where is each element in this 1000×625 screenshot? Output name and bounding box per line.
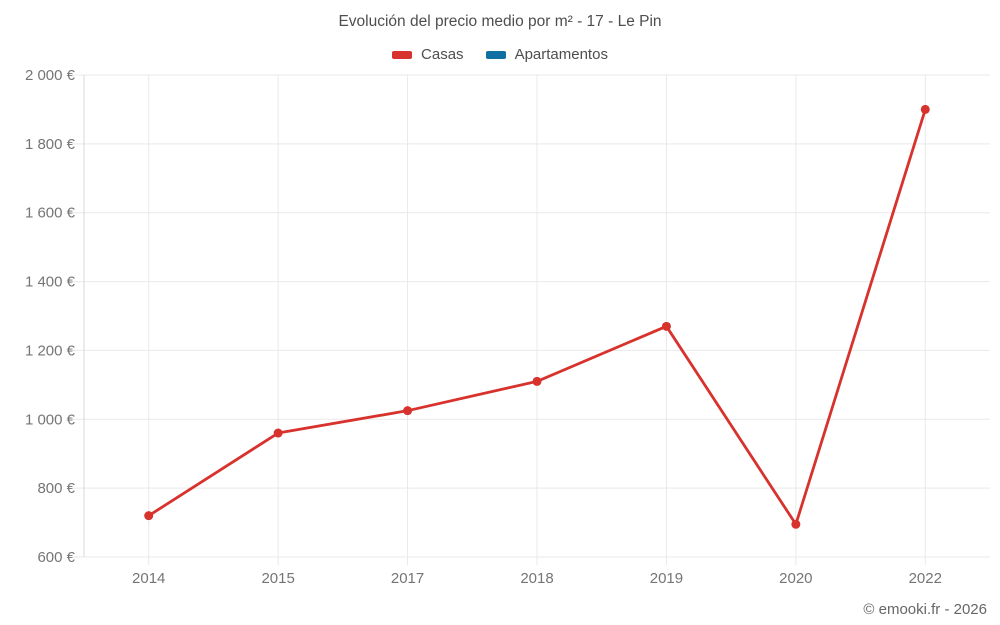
y-axis-tick-label: 1 600 € <box>25 205 76 222</box>
x-axis-tick-label: 2014 <box>132 570 165 587</box>
x-axis-tick-label: 2018 <box>520 570 553 587</box>
copyright-credit: © emooki.fr - 2026 <box>863 601 987 618</box>
chart-legend: Casas Apartamentos <box>0 46 1000 63</box>
data-point-casas-2015[interactable] <box>273 428 283 438</box>
data-point-casas-2014[interactable] <box>144 511 154 521</box>
data-point-casas-2020[interactable] <box>791 519 801 529</box>
y-axis-tick-label: 1 000 € <box>25 411 76 428</box>
x-axis-tick-label: 2022 <box>909 570 942 587</box>
legend-label-casas: Casas <box>421 46 464 63</box>
y-axis-tick-label: 1 200 € <box>25 342 76 359</box>
x-axis-tick-label: 2020 <box>779 570 812 587</box>
legend-label-apartamentos: Apartamentos <box>514 46 608 63</box>
y-axis-tick-label: 600 € <box>37 549 75 566</box>
x-axis-tick-label: 2019 <box>650 570 683 587</box>
x-axis-tick-label: 2015 <box>261 570 294 587</box>
y-axis-tick-label: 1 400 € <box>25 274 76 291</box>
x-axis-tick-label: 2017 <box>391 570 424 587</box>
y-axis-tick-label: 2 000 € <box>25 67 76 84</box>
data-point-casas-2022[interactable] <box>920 104 930 114</box>
legend-item-apartamentos[interactable]: Apartamentos <box>485 46 608 63</box>
casas-series-swatch <box>392 50 413 59</box>
data-point-casas-2019[interactable] <box>661 321 671 331</box>
y-axis-tick-label: 800 € <box>37 480 75 497</box>
y-axis-tick-label: 1 800 € <box>25 136 76 153</box>
chart-title: Evolución del precio medio por m² - 17 -… <box>338 13 662 30</box>
data-point-casas-2017[interactable] <box>403 406 413 416</box>
legend-item-casas[interactable]: Casas <box>392 46 464 63</box>
data-point-casas-2018[interactable] <box>532 376 542 386</box>
apartamentos-series-swatch <box>485 50 506 59</box>
